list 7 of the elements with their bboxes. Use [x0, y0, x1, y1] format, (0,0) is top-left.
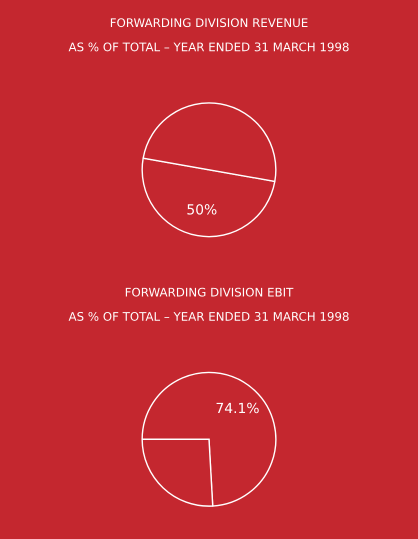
chart-title: FORWARDING DIVISION REVENUE: [110, 18, 308, 28]
pie-slice: [141, 372, 277, 507]
chart-subtitle: AS % OF TOTAL – YEAR ENDED 31 MARCH 1998: [68, 42, 349, 52]
data-label: 50%: [187, 204, 216, 215]
chart-subtitle: AS % OF TOTAL – YEAR ENDED 31 MARCH 1998: [68, 312, 349, 321]
chart-title: FORWARDING DIVISION EBIT: [126, 288, 294, 297]
data-label: 74.1%: [216, 402, 259, 414]
